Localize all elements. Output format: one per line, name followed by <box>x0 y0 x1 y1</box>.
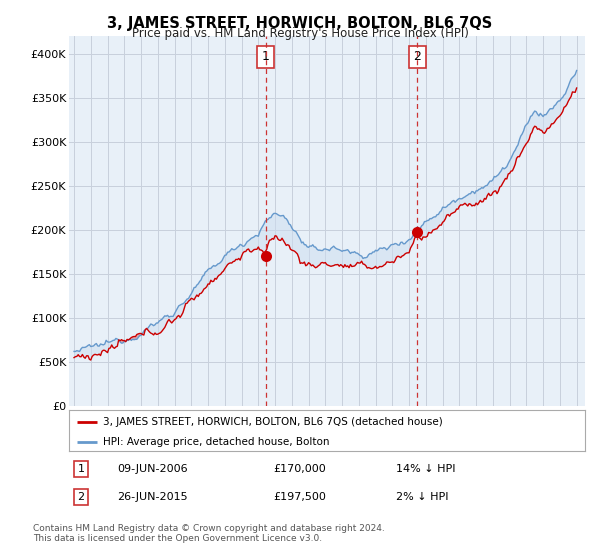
Text: 26-JUN-2015: 26-JUN-2015 <box>117 492 188 502</box>
Text: 14% ↓ HPI: 14% ↓ HPI <box>396 464 455 474</box>
Text: £170,000: £170,000 <box>273 464 326 474</box>
Text: 2: 2 <box>413 50 421 63</box>
Text: Contains HM Land Registry data © Crown copyright and database right 2024.: Contains HM Land Registry data © Crown c… <box>33 524 385 533</box>
Text: 1: 1 <box>262 50 269 63</box>
Text: Price paid vs. HM Land Registry's House Price Index (HPI): Price paid vs. HM Land Registry's House … <box>131 27 469 40</box>
Text: HPI: Average price, detached house, Bolton: HPI: Average price, detached house, Bolt… <box>103 437 329 447</box>
Text: 2: 2 <box>77 492 85 502</box>
Text: 1: 1 <box>77 464 85 474</box>
Text: 2% ↓ HPI: 2% ↓ HPI <box>396 492 449 502</box>
Text: £197,500: £197,500 <box>273 492 326 502</box>
Text: 3, JAMES STREET, HORWICH, BOLTON, BL6 7QS: 3, JAMES STREET, HORWICH, BOLTON, BL6 7Q… <box>107 16 493 31</box>
Text: 3, JAMES STREET, HORWICH, BOLTON, BL6 7QS (detached house): 3, JAMES STREET, HORWICH, BOLTON, BL6 7Q… <box>103 417 442 427</box>
Text: This data is licensed under the Open Government Licence v3.0.: This data is licensed under the Open Gov… <box>33 534 322 543</box>
Text: 09-JUN-2006: 09-JUN-2006 <box>117 464 188 474</box>
